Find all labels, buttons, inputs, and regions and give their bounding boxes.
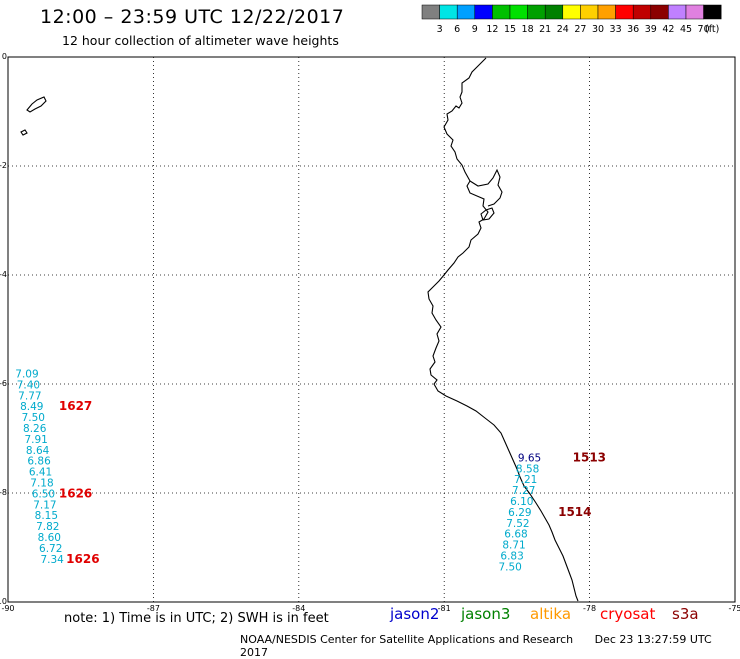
wave-height-label: 6.50 — [32, 488, 55, 500]
page-subtitle: 12 hour collection of altimeter wave hei… — [62, 33, 339, 48]
lon-tick-label: -78 — [583, 604, 596, 613]
lon-tick-label: -87 — [147, 604, 160, 613]
wave-height-label: 6.83 — [500, 550, 523, 562]
observation-time-label: 1513 — [573, 450, 606, 464]
wave-height-label: 9.65 — [518, 452, 541, 464]
lat-tick-label: -8 — [0, 488, 7, 497]
wave-height-label: 7.18 — [30, 477, 53, 489]
legend-swatch — [703, 4, 722, 20]
coastline — [427, 57, 579, 602]
galapagos-island-large — [26, 96, 47, 113]
lat-tick-label: -6 — [0, 379, 7, 388]
wave-height-label: 6.86 — [27, 456, 51, 468]
wave-height-label: 8.64 — [26, 445, 50, 457]
wave-height-label: 8.49 — [20, 401, 43, 413]
wave-height-label: 6.72 — [39, 543, 62, 555]
legend-tick-label: 30 — [592, 24, 604, 35]
wave-height-label: 7.17 — [33, 499, 56, 511]
wave-height-label: 6.29 — [508, 507, 531, 519]
axis-tick-labels: -90 -87 -84 -81 -78 -75 0 -2 -4 -6 -8 -10 — [0, 52, 740, 613]
galapagos-island-small — [20, 129, 28, 136]
legend-tick-label: 6 — [454, 24, 460, 35]
legend-tick-label: 15 — [504, 24, 516, 35]
wave-height-label: 7.50 — [498, 561, 521, 573]
puna-island — [480, 207, 495, 221]
wave-height-label: 7.82 — [36, 521, 59, 533]
color-legend: 3 6 9 12 15 18 21 24 27 30 33 36 39 42 45 70(ft) — [421, 4, 722, 35]
legend-tick-label: 3 — [437, 24, 443, 35]
lat-tick-label: 0 — [2, 52, 7, 61]
wave-height-label: 7.50 — [22, 412, 45, 424]
east-track-values: 9.658.587.217.276.106.297.526.688.716.83… — [498, 452, 541, 573]
wave-height-label: 7.09 — [15, 368, 38, 380]
legend-tick-label: 33 — [610, 24, 622, 35]
legend-tick-label: 45 — [680, 24, 692, 35]
legend-unit: (ft) — [705, 24, 719, 35]
lat-tick-label: -10 — [0, 597, 7, 606]
satellite-s3a-label: s3a — [672, 605, 699, 623]
lon-tick-label: -81 — [438, 604, 451, 613]
wave-height-label: 8.15 — [35, 510, 58, 522]
wave-height-label: 7.77 — [18, 390, 41, 402]
legend-tick-label: 9 — [472, 24, 478, 35]
wave-height-label: 6.10 — [510, 496, 533, 508]
lon-tick-label: -90 — [1, 604, 14, 613]
observation-time-label: 1514 — [558, 505, 591, 519]
legend-tick-label: 24 — [557, 24, 569, 35]
map-grid — [7, 56, 736, 603]
wave-height-label: 7.40 — [17, 379, 40, 391]
wave-height-label: 6.41 — [29, 467, 52, 479]
wave-height-label: 7.34 — [40, 554, 64, 566]
west-track-values: 7.097.407.778.497.508.267.918.646.866.41… — [15, 368, 64, 565]
legend-tick-label: 39 — [645, 24, 657, 35]
west-track-times: 1627 1626 1626 — [59, 399, 100, 566]
wave-height-label: 7.52 — [506, 518, 529, 530]
wave-height-label: 8.26 — [23, 423, 47, 435]
legend-tick-label: 12 — [486, 24, 498, 35]
wave-height-label: 8.58 — [516, 463, 539, 475]
legend-tick-label: 42 — [662, 24, 674, 35]
legend-tick-label: 21 — [539, 24, 551, 35]
observation-time-label: 1626 — [59, 486, 92, 500]
page-title: 12:00 – 23:59 UTC 12/22/2017 — [40, 6, 345, 28]
lat-tick-label: -2 — [0, 161, 7, 170]
satellite-jason3-label: jason3 — [461, 605, 511, 623]
observation-time-label: 1626 — [66, 552, 99, 566]
note-text: note: 1) Time is in UTC; 2) SWH is in fe… — [64, 611, 329, 626]
satellite-jason2-label: jason2 — [390, 605, 440, 623]
legend-tick-label: 18 — [522, 24, 534, 35]
lon-tick-label: -75 — [728, 604, 740, 613]
credit-text: NOAA/NESDIS Center for Satellite Applica… — [240, 633, 574, 646]
wave-height-label: 7.27 — [512, 485, 535, 497]
wave-height-label: 7.91 — [24, 434, 47, 446]
gulf-of-guayaquil-coast — [469, 168, 503, 207]
wave-height-label: 8.60 — [38, 532, 61, 544]
wave-height-label: 8.71 — [502, 540, 525, 552]
satellite-cryosat-label: cryosat — [600, 605, 656, 623]
satellite-altika-label: altika — [530, 605, 572, 623]
observation-time-label: 1627 — [59, 399, 92, 413]
wave-height-label: 7.21 — [514, 474, 537, 486]
east-track-times: 1513 1514 — [558, 450, 606, 519]
legend-tick-label: 36 — [627, 24, 639, 35]
lon-tick-label: -84 — [292, 604, 305, 613]
map-frame — [7, 56, 736, 603]
wave-height-label: 6.68 — [504, 529, 527, 541]
legend-tick-label: 70 — [698, 24, 710, 35]
legend-tick-label: 27 — [574, 24, 586, 35]
lat-tick-label: -4 — [0, 270, 7, 279]
footer-credit: NOAA/NESDIS Center for Satellite Applica… — [240, 633, 740, 659]
